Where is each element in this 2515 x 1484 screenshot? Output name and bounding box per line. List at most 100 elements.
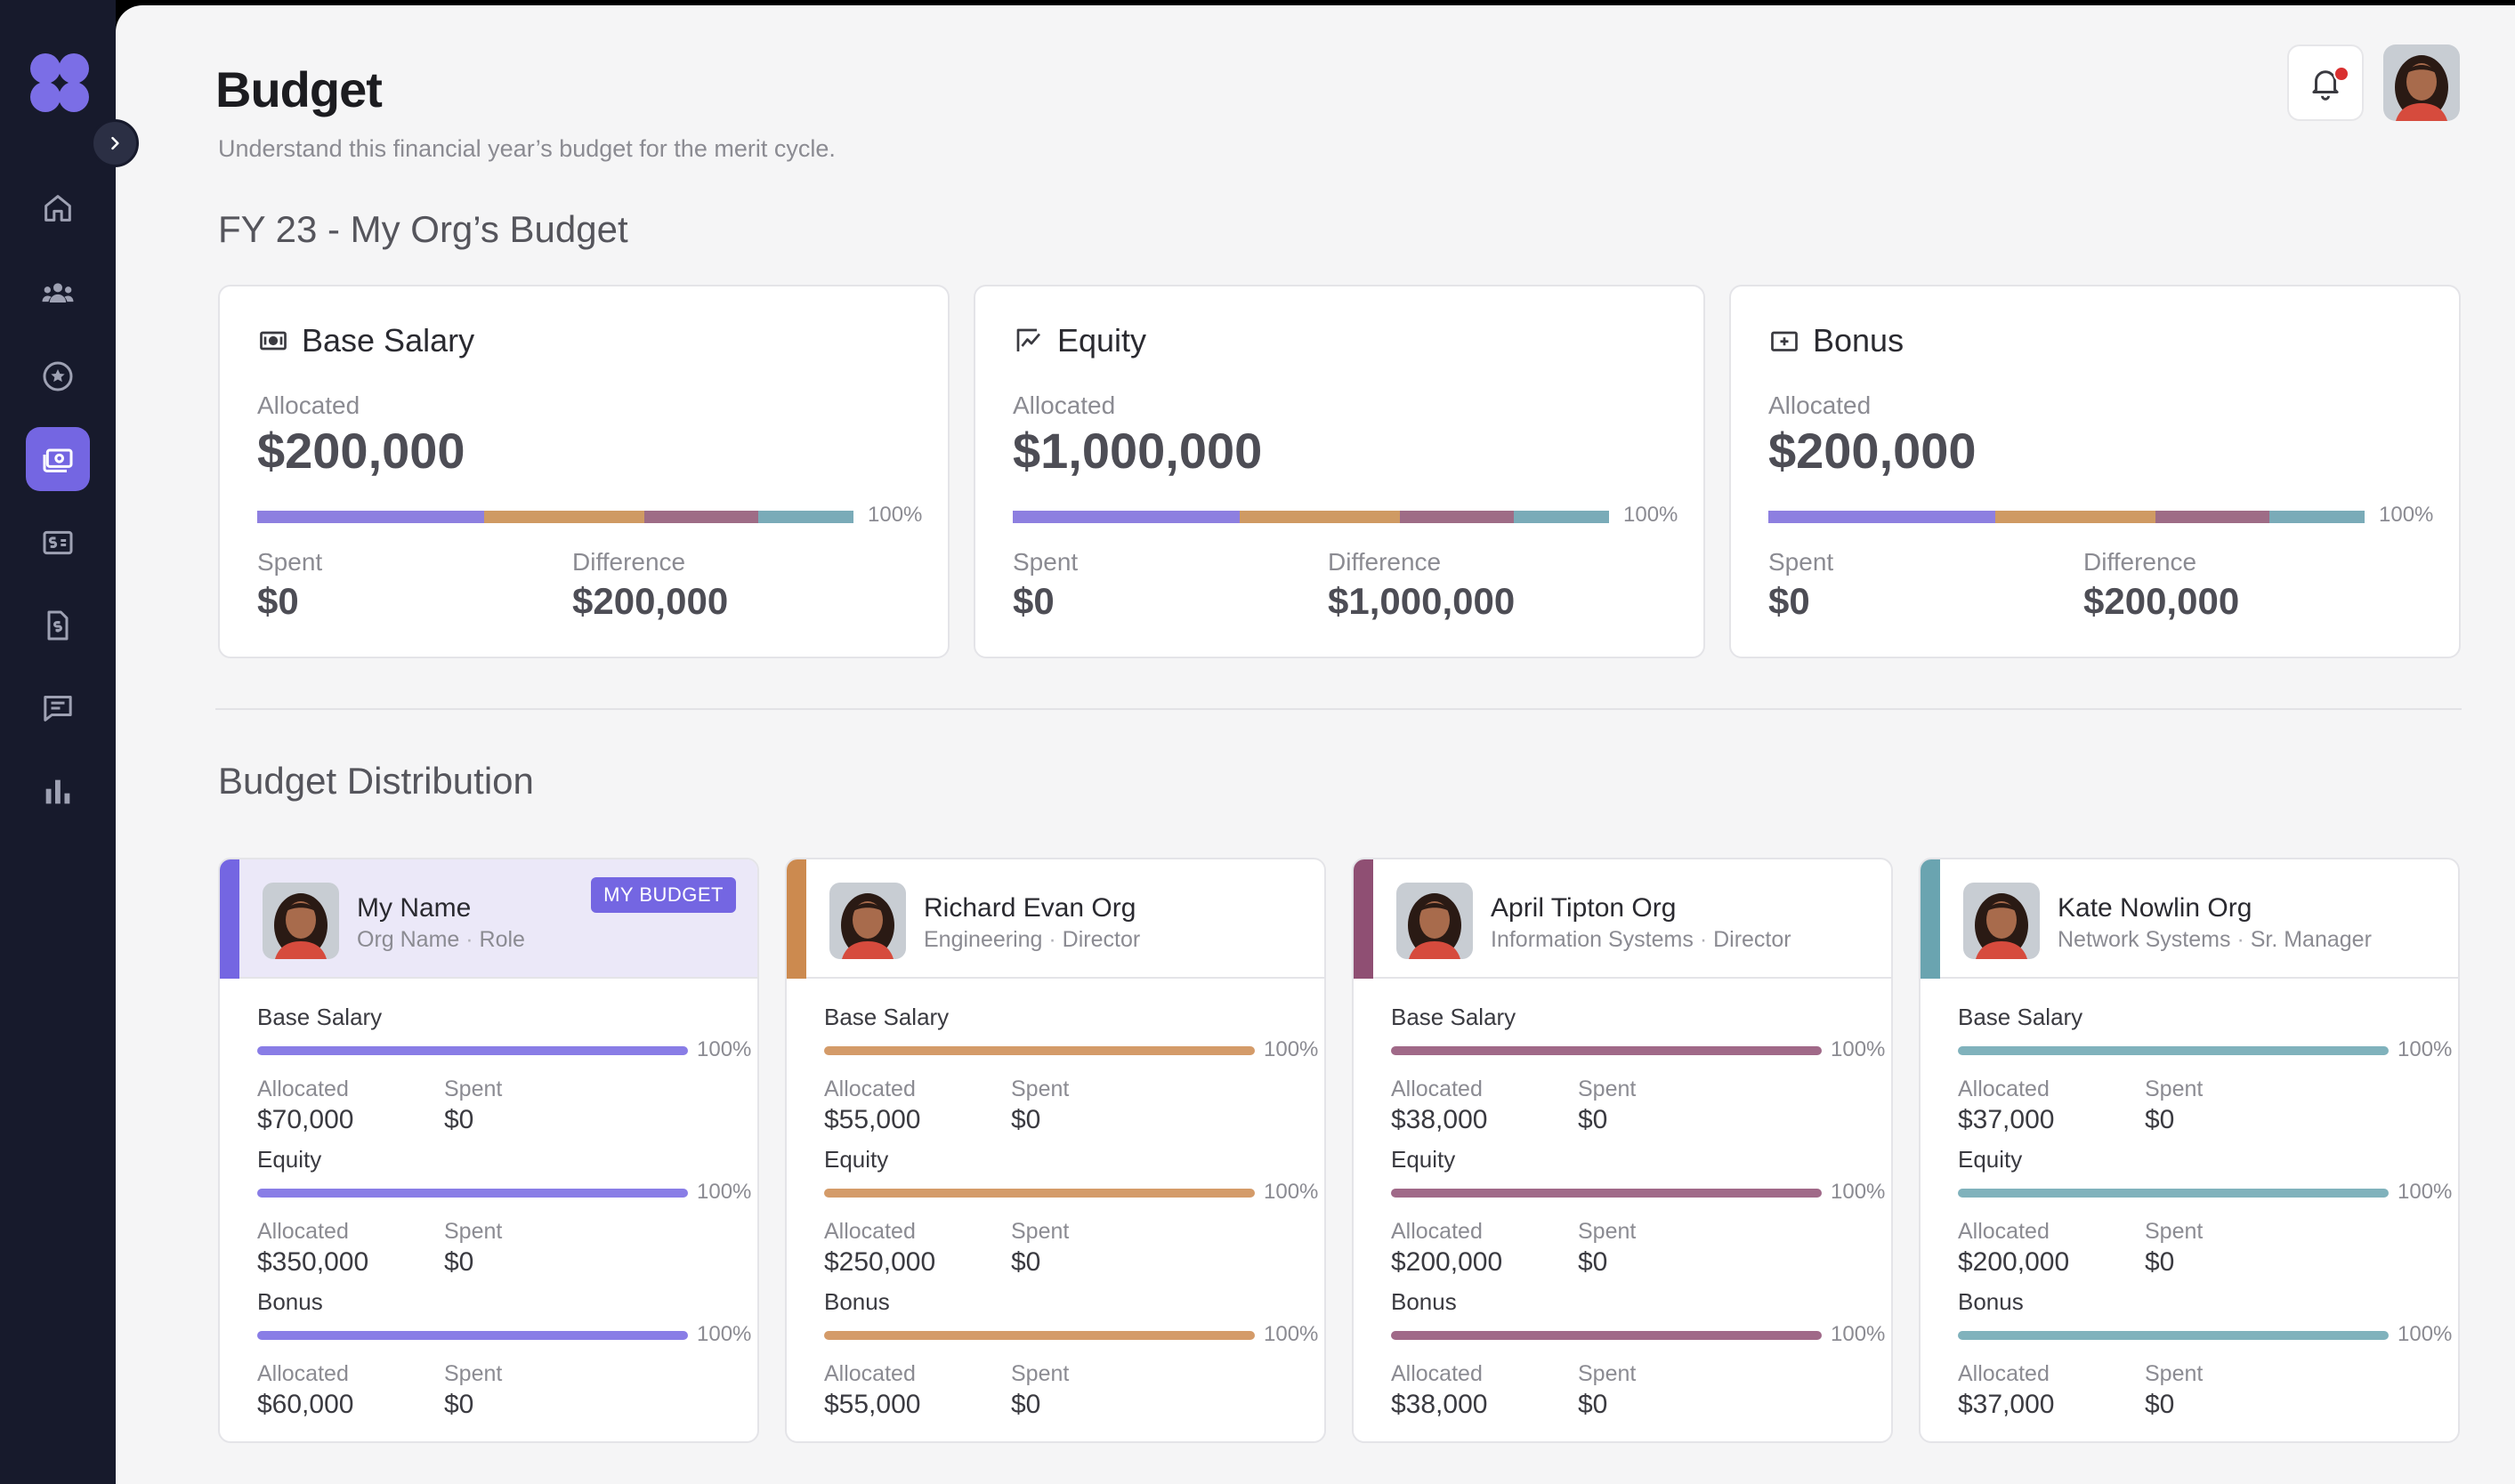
spent-label: Spent xyxy=(444,1361,503,1386)
distribution-card-header: Kate Nowlin Org Network Systems · Sr. Ma… xyxy=(1921,859,2458,979)
card-accent xyxy=(1354,859,1373,979)
chat-icon xyxy=(44,696,72,722)
difference-label: Difference xyxy=(572,548,686,576)
budget-section: Base Salary 100% Allocated $55,000 Spent $0 xyxy=(824,1004,1322,1134)
allocated-label: Allocated xyxy=(1013,391,1116,419)
allocation-progress-bar xyxy=(1958,1331,2389,1340)
distribution-card-header: My Name Org Name · Role MY BUDGET xyxy=(220,859,757,979)
nav-compensation[interactable] xyxy=(26,511,90,575)
org-role: Role xyxy=(479,927,525,952)
org-name: Engineering xyxy=(924,927,1043,952)
spent-value: $0 xyxy=(1011,1390,1041,1419)
nav-awards[interactable] xyxy=(26,344,90,408)
my-budget-badge: MY BUDGET xyxy=(591,877,736,913)
allocated-value: $60,000 xyxy=(257,1390,354,1419)
org-name: Information Systems xyxy=(1491,927,1694,952)
star-icon xyxy=(43,361,73,391)
team-icon xyxy=(42,283,74,302)
org-owner-name: Kate Nowlin Org xyxy=(2058,893,2252,923)
allocation-progress-bar xyxy=(1958,1189,2389,1198)
page-title: Budget xyxy=(215,61,383,117)
spent-value: $0 xyxy=(2145,1247,2175,1277)
spent-label: Spent xyxy=(1768,548,1834,576)
allocation-progress-bar xyxy=(257,1331,688,1340)
section-divider xyxy=(215,708,2462,710)
section-label: Base Salary xyxy=(1391,1004,1516,1030)
allocated-value: $37,000 xyxy=(1958,1105,2055,1134)
allocation-progress-bar xyxy=(1391,1189,1822,1198)
allocated-label: Allocated xyxy=(824,1077,916,1101)
summary-card-bonus: Bonus Allocated $200,000 100% Spent $0 D… xyxy=(1729,285,2461,658)
org-avatar xyxy=(1963,883,2040,959)
summary-card-header: Base Salary xyxy=(257,322,474,359)
bell-icon xyxy=(2312,70,2339,101)
distribution-card[interactable]: April Tipton Org Information Systems · D… xyxy=(1352,858,1893,1443)
bar-chart-icon xyxy=(45,779,70,804)
distribution-card-header: April Tipton Org Information Systems · D… xyxy=(1354,859,1891,979)
user-avatar[interactable] xyxy=(2383,44,2460,121)
dollar-card-icon xyxy=(43,530,73,555)
allocated-value: $55,000 xyxy=(824,1105,921,1134)
distribution-card[interactable]: Kate Nowlin Org Network Systems · Sr. Ma… xyxy=(1919,858,2460,1443)
spent-value: $0 xyxy=(1768,580,1810,622)
nav-team[interactable] xyxy=(26,262,90,326)
allocation-progress-bar xyxy=(824,1331,1255,1340)
allocated-value: $38,000 xyxy=(1391,1105,1488,1134)
money-icon xyxy=(43,448,73,472)
summary-card-header: Bonus xyxy=(1768,322,1904,359)
allocation-percent: 100% xyxy=(1264,1037,1319,1061)
summary-card-title: Base Salary xyxy=(302,322,475,359)
spent-value: $0 xyxy=(2145,1105,2175,1134)
distribution-card[interactable]: Richard Evan Org Engineering · Director … xyxy=(785,858,1326,1443)
allocation-percent: 100% xyxy=(1264,1180,1319,1204)
budget-section: Bonus 100% Allocated $37,000 Spent $0 xyxy=(1958,1288,2456,1419)
summary-card-base-salary: Base Salary Allocated $200,000 100% Spen… xyxy=(218,285,950,658)
main-content: Budget Understand this financial year’s … xyxy=(116,5,2515,1484)
allocated-label: Allocated xyxy=(257,1361,349,1386)
notifications-button[interactable] xyxy=(2287,44,2364,121)
org-subtitle: Network Systems · Sr. Manager xyxy=(2058,927,2372,952)
section-label: Equity xyxy=(1958,1146,2023,1173)
allocation-percent: 100% xyxy=(868,503,923,527)
budget-section: Bonus 100% Allocated $38,000 Spent $0 xyxy=(1391,1288,1889,1419)
spent-value: $0 xyxy=(1013,580,1055,622)
allocated-label: Allocated xyxy=(1391,1077,1483,1101)
spent-label: Spent xyxy=(1578,1219,1637,1244)
section-label: Equity xyxy=(824,1146,889,1173)
page-subtitle: Understand this financial year’s budget … xyxy=(218,135,836,162)
allocated-value: $1,000,000 xyxy=(1013,423,1263,479)
allocation-progress-bar xyxy=(824,1046,1255,1055)
allocation-percent: 100% xyxy=(2398,1180,2453,1204)
org-owner-name: April Tipton Org xyxy=(1491,893,1677,923)
nav-documents[interactable] xyxy=(26,593,90,657)
org-role: Director xyxy=(1062,927,1141,952)
allocation-progress-bar xyxy=(1013,511,1609,523)
allocation-percent: 100% xyxy=(1831,1322,1886,1346)
distribution-card[interactable]: My Name Org Name · Role MY BUDGET Base S… xyxy=(218,858,759,1443)
sidebar-expand-button[interactable] xyxy=(91,119,139,167)
budget-section: Base Salary 100% Allocated $38,000 Spent $0 xyxy=(1391,1004,1889,1134)
org-role: Sr. Manager xyxy=(2250,927,2372,952)
allocation-progress-bar xyxy=(1391,1331,1822,1340)
nav-reports[interactable] xyxy=(26,760,90,824)
spent-value: $0 xyxy=(1011,1247,1041,1277)
spent-label: Spent xyxy=(1011,1219,1070,1244)
allocated-label: Allocated xyxy=(1958,1219,2050,1244)
spent-label: Spent xyxy=(1578,1077,1637,1101)
allocated-value: $350,000 xyxy=(257,1247,369,1277)
plus-ticket-icon xyxy=(1771,331,1798,351)
allocated-label: Allocated xyxy=(257,391,360,419)
nav-home[interactable] xyxy=(26,176,90,240)
allocation-progress-bar xyxy=(1391,1046,1822,1055)
allocated-value: $200,000 xyxy=(1768,423,1977,479)
nav-budget[interactable] xyxy=(26,427,90,491)
nav-messages[interactable] xyxy=(26,676,90,740)
section-label: Equity xyxy=(257,1146,322,1173)
budget-section: Equity 100% Allocated $350,000 Spent $0 xyxy=(257,1146,756,1277)
budget-section: Base Salary 100% Allocated $37,000 Spent $0 xyxy=(1958,1004,2456,1134)
logo-icon[interactable] xyxy=(30,53,89,112)
spent-value: $0 xyxy=(1011,1105,1041,1134)
spent-label: Spent xyxy=(444,1219,503,1244)
allocated-label: Allocated xyxy=(257,1219,349,1244)
home-icon xyxy=(44,195,71,222)
